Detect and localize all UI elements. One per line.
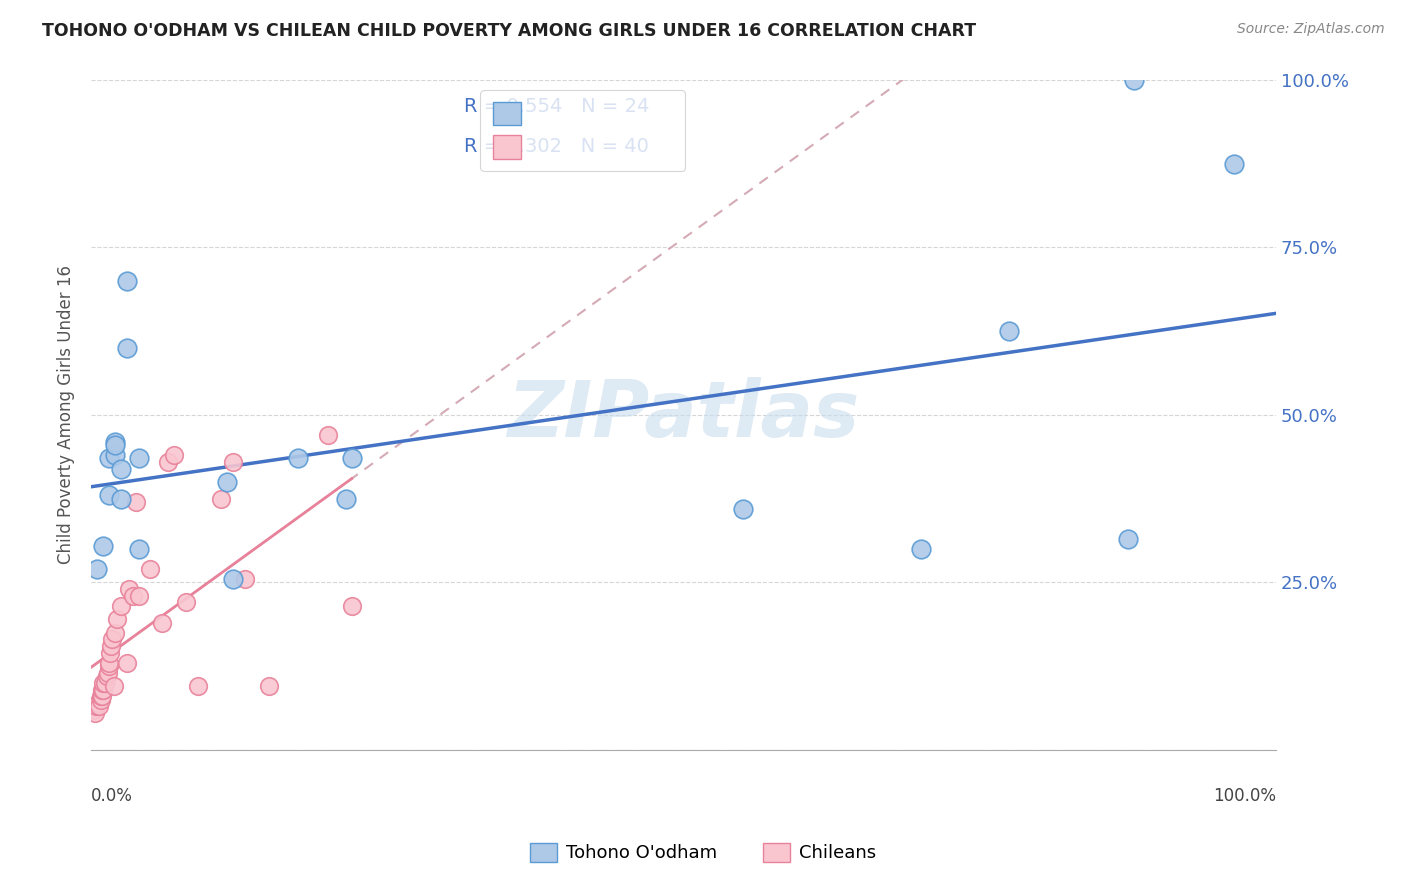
Point	[115, 341, 138, 355]
Point	[340, 599, 363, 613]
Point	[98, 646, 121, 660]
Point	[100, 639, 122, 653]
Point	[150, 615, 173, 630]
Point	[97, 451, 120, 466]
Point	[128, 541, 150, 556]
Point	[125, 495, 148, 509]
Point	[1223, 157, 1246, 171]
Legend: Tohono O'odham, Chileans: Tohono O'odham, Chileans	[523, 836, 883, 870]
Point	[86, 562, 108, 576]
Point	[104, 448, 127, 462]
Point	[257, 679, 280, 693]
Point	[84, 699, 107, 714]
Point	[96, 669, 118, 683]
Point	[335, 491, 357, 506]
Point	[187, 679, 209, 693]
Point	[104, 438, 127, 452]
Legend:                       ,                       : ,	[481, 90, 685, 170]
Point	[128, 451, 150, 466]
Point	[287, 451, 309, 466]
Text: TOHONO O'ODHAM VS CHILEAN CHILD POVERTY AMONG GIRLS UNDER 16 CORRELATION CHART: TOHONO O'ODHAM VS CHILEAN CHILD POVERTY …	[42, 22, 976, 40]
Point	[174, 595, 197, 609]
Point	[118, 582, 141, 596]
Point	[910, 541, 932, 556]
Text: R = 0.554   N = 24: R = 0.554 N = 24	[464, 96, 650, 116]
Point	[91, 676, 114, 690]
Point	[104, 434, 127, 449]
Point	[94, 676, 117, 690]
Point	[105, 612, 128, 626]
Point	[90, 690, 112, 704]
Point	[97, 659, 120, 673]
Point	[340, 451, 363, 466]
Point	[83, 703, 105, 717]
Text: Source: ZipAtlas.com: Source: ZipAtlas.com	[1237, 22, 1385, 37]
Y-axis label: Child Poverty Among Girls Under 16: Child Poverty Among Girls Under 16	[58, 266, 75, 565]
Point	[91, 539, 114, 553]
Point	[90, 692, 112, 706]
Point	[316, 428, 339, 442]
Point	[90, 690, 112, 704]
Point	[121, 589, 143, 603]
Point	[217, 475, 239, 489]
Point	[90, 682, 112, 697]
Point	[731, 501, 754, 516]
Point	[222, 455, 245, 469]
Point	[97, 488, 120, 502]
Point	[97, 656, 120, 670]
Point	[222, 572, 245, 586]
Point	[139, 562, 162, 576]
Text: 0.0%: 0.0%	[91, 787, 134, 805]
Point	[163, 448, 186, 462]
Point	[1116, 532, 1139, 546]
Point	[104, 625, 127, 640]
Text: ZIPatlas: ZIPatlas	[508, 377, 859, 453]
Point	[110, 599, 132, 613]
Point	[97, 665, 120, 680]
Point	[110, 491, 132, 506]
Point	[91, 682, 114, 697]
Point	[89, 699, 111, 714]
Point	[1122, 73, 1144, 87]
Point	[83, 706, 105, 720]
Point	[157, 455, 180, 469]
Point	[115, 656, 138, 670]
Point	[101, 632, 124, 647]
Text: 100.0%: 100.0%	[1213, 787, 1277, 805]
Point	[211, 491, 233, 506]
Point	[87, 696, 110, 710]
Point	[998, 324, 1021, 338]
Point	[128, 589, 150, 603]
Point	[103, 679, 125, 693]
Text: R = 0.302   N = 40: R = 0.302 N = 40	[464, 136, 650, 156]
Point	[110, 461, 132, 475]
Point	[233, 572, 256, 586]
Point	[115, 274, 138, 288]
